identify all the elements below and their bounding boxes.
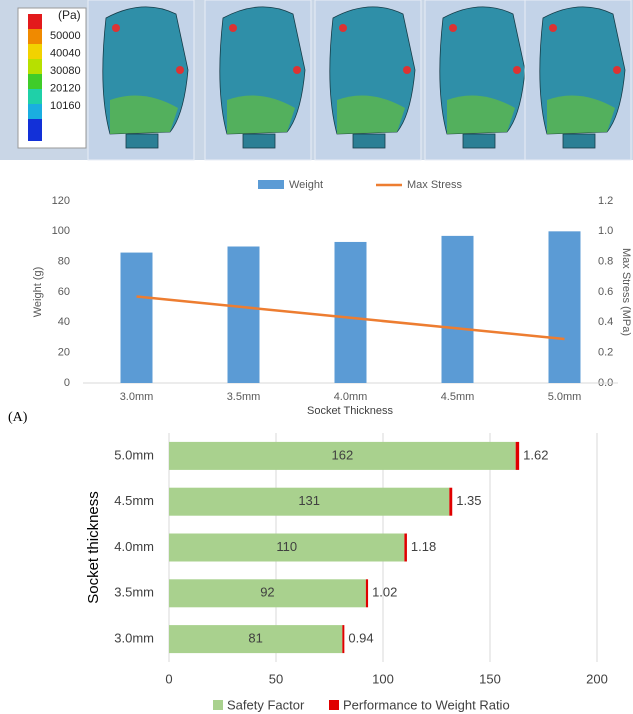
- y-tick-label: 3.0mm: [114, 631, 154, 646]
- socket-base: [353, 134, 385, 148]
- color-swatch: [28, 59, 42, 74]
- socket-base: [126, 134, 158, 148]
- colorbar-label: 10160: [50, 100, 81, 112]
- y-tick-label: 5.0mm: [114, 447, 154, 462]
- stress-spot: [112, 24, 120, 32]
- stress-spot: [613, 66, 621, 74]
- bar: [228, 247, 260, 384]
- x-tick-label: 4.0mm: [334, 391, 368, 403]
- bar: [442, 236, 474, 383]
- stress-spot: [513, 66, 521, 74]
- y-tick-label: 4.0mm: [114, 539, 154, 554]
- bar: [404, 534, 407, 562]
- socket-base: [243, 134, 275, 148]
- y2-tick-label: 0.2: [598, 347, 613, 359]
- figure: (Pa) (A) 50000 40040 30080 20120 10160 0 20 40 6…: [0, 0, 633, 714]
- y-tick-label: 100: [52, 225, 70, 237]
- x-tick-label: 100: [372, 671, 394, 686]
- x-tick-label: 4.5mm: [441, 391, 475, 403]
- panel-label: (A): [8, 410, 28, 425]
- color-swatch: [28, 89, 42, 104]
- y-tick-label: 4.5mm: [114, 493, 154, 508]
- bar: [516, 442, 519, 470]
- x-tick-label: 0: [165, 671, 172, 686]
- x-tick-label: 3.5mm: [227, 391, 261, 403]
- bar: [121, 253, 153, 383]
- x-tick-label: 50: [269, 671, 283, 686]
- page: (Pa) (A) 50000 40040 30080 20120 10160 0 20 40 6…: [0, 0, 633, 714]
- color-swatch: [28, 44, 42, 59]
- color-swatch: [28, 104, 42, 119]
- x-tick-label: 5.0mm: [548, 391, 582, 403]
- colorbar: [28, 14, 42, 141]
- y-tick-label: 120: [52, 195, 70, 207]
- legend-label: Weight: [289, 179, 323, 191]
- data-label: 92: [260, 585, 274, 600]
- socket-base: [563, 134, 595, 148]
- legend-label: Safety Factor: [227, 697, 305, 712]
- color-swatch: [28, 14, 42, 29]
- bar: [449, 488, 452, 516]
- y2-tick-label: 0.8: [598, 256, 613, 268]
- colorbar-label: 20120: [50, 82, 81, 94]
- y2-axis-title: Max Stress (MPa): [620, 248, 632, 336]
- stress-spot: [229, 24, 237, 32]
- y-tick-label: 60: [58, 286, 70, 298]
- colorbar-label: 30080: [50, 65, 81, 77]
- y2-tick-label: 1.2: [598, 195, 613, 207]
- color-swatch: [28, 119, 42, 141]
- stress-spot: [176, 66, 184, 74]
- bar: [335, 242, 367, 383]
- legend-swatch: [329, 700, 339, 710]
- y-axis-title: Weight (g): [32, 267, 44, 318]
- data-label: 0.94: [348, 631, 373, 646]
- x-tick-label: 3.0mm: [120, 391, 154, 403]
- colorbar-title: (Pa): [58, 8, 81, 22]
- legend-swatch: [213, 700, 223, 710]
- stress-spot: [549, 24, 557, 32]
- colorbar-label: 50000: [50, 30, 81, 42]
- y2-tick-label: 1.0: [598, 225, 613, 237]
- bar: [342, 625, 344, 653]
- stress-spot: [403, 66, 411, 74]
- x-tick-label: 150: [479, 671, 501, 686]
- stress-spot: [449, 24, 457, 32]
- data-label: 1.62: [523, 447, 548, 462]
- y-tick-label: 80: [58, 256, 70, 268]
- y2-tick-label: 0.6: [598, 286, 613, 298]
- data-label: 162: [331, 447, 353, 462]
- y-tick-label: 3.5mm: [114, 585, 154, 600]
- data-label: 131: [298, 493, 320, 508]
- bar: [366, 579, 368, 607]
- legend-swatch: [258, 180, 284, 189]
- color-swatch: [28, 74, 42, 89]
- data-label: 110: [276, 539, 297, 554]
- bar: [549, 231, 581, 383]
- y-axis-title: Socket thickness: [85, 491, 102, 604]
- colorbar-label: 40040: [50, 47, 81, 59]
- y-tick-label: 40: [58, 316, 70, 328]
- stress-spot: [293, 66, 301, 74]
- data-label: 1.18: [411, 539, 436, 554]
- stress-spot: [339, 24, 347, 32]
- color-swatch: [28, 29, 42, 44]
- legend-label: Performance to Weight Ratio: [343, 697, 510, 712]
- data-label: 1.35: [456, 493, 481, 508]
- y2-tick-label: 0.4: [598, 316, 613, 328]
- x-tick-label: 200: [586, 671, 608, 686]
- y-tick-label: 20: [58, 347, 70, 359]
- x-axis-title: Socket Thickness: [307, 405, 394, 417]
- legend-label: Max Stress: [407, 179, 463, 191]
- y-tick-label: 0: [64, 377, 70, 389]
- data-label: 1.02: [372, 585, 397, 600]
- socket-base: [463, 134, 495, 148]
- data-label: 81: [248, 631, 262, 646]
